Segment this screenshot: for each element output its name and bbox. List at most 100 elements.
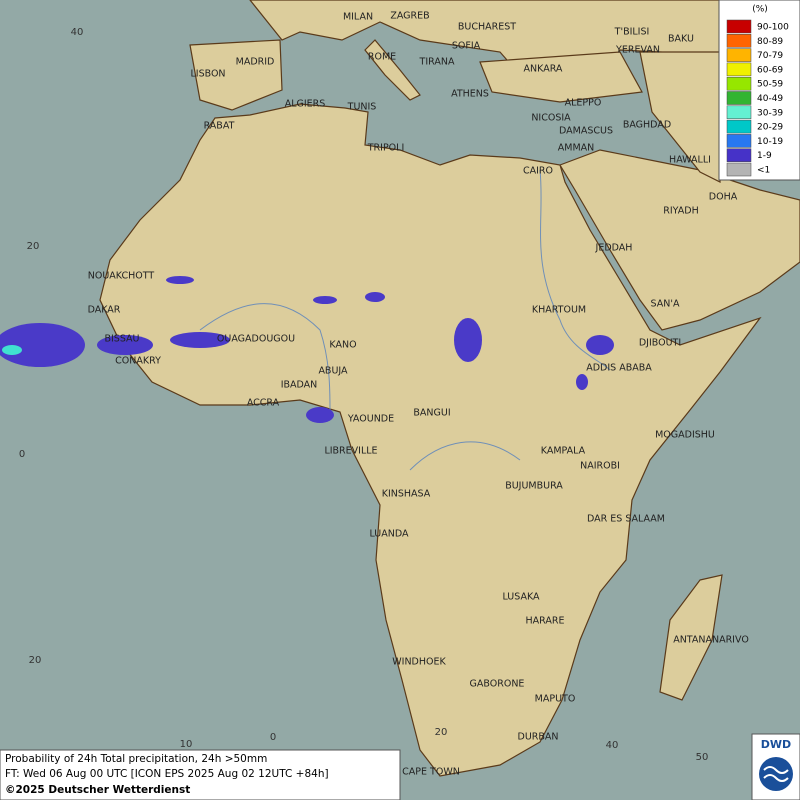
legend-label: 60-69	[757, 65, 783, 75]
city-label: ROME	[368, 52, 396, 63]
city-label: MOGADISHU	[655, 430, 715, 441]
city-label: HAWALLI	[669, 155, 711, 166]
city-label: BUCHAREST	[458, 22, 516, 33]
city-label: LISBON	[190, 69, 225, 80]
city-label: OUAGADOUGOU	[217, 334, 295, 345]
city-label: KANO	[329, 340, 356, 351]
city-label: ATHENS	[451, 89, 489, 100]
city-label: RIYADH	[663, 206, 698, 217]
city-label: MILAN	[343, 12, 373, 23]
legend-swatch	[726, 119, 752, 134]
city-label: SOFIA	[452, 41, 481, 52]
footer-title: Probability of 24h Total precipitation, …	[5, 753, 267, 765]
city-label: KHARTOUM	[532, 305, 586, 316]
legend-swatch	[726, 48, 752, 62]
grid-label: 0	[19, 449, 25, 460]
city-label: DAMASCUS	[559, 126, 613, 137]
city-label: ALEPPO	[565, 98, 602, 109]
city-label: YAOUNDE	[347, 414, 394, 425]
grid-label: 20	[435, 727, 448, 738]
city-label: NOUAKCHOTT	[88, 271, 155, 282]
grid-labels: 40 20 0 20 10 0 20 40 50	[19, 27, 709, 763]
city-label: T'BILISI	[614, 27, 650, 38]
city-label: CAIRO	[523, 166, 553, 177]
grid-label: 0	[270, 732, 276, 743]
city-label: HARARE	[526, 616, 565, 627]
city-label: YEREVAN	[615, 45, 660, 56]
city-label: KAMPALA	[541, 446, 586, 457]
footer-forecast: FT: Wed 06 Aug 00 UTC [ICON EPS 2025 Aug…	[5, 768, 329, 780]
city-label: DAR ES SALAAM	[587, 514, 665, 525]
city-label: DOHA	[709, 192, 738, 203]
legend-title: (%)	[752, 5, 768, 15]
legend-swatch	[726, 91, 752, 105]
city-label: GABORONE	[470, 679, 525, 690]
city-label: BAKU	[668, 34, 694, 45]
legend-label: <1	[757, 166, 770, 176]
legend-label: 20-29	[757, 123, 783, 133]
legend-swatch	[726, 76, 752, 91]
legend-swatch	[726, 162, 752, 177]
city-label: LIBREVILLE	[324, 446, 377, 457]
city-label: TUNIS	[347, 102, 377, 113]
legend-swatch	[726, 105, 752, 120]
legend-label: 50-59	[757, 80, 783, 90]
city-label: CONAKRY	[115, 356, 161, 367]
legend-swatch	[726, 62, 752, 77]
grid-label: 50	[696, 752, 709, 763]
city-label: NAIROBI	[580, 461, 620, 472]
city-label: MAPUTO	[535, 694, 576, 705]
grid-label: 20	[29, 655, 42, 666]
city-label: JEDDAH	[595, 243, 633, 254]
legend-swatch	[726, 34, 752, 48]
city-label: NICOSIA	[531, 113, 571, 124]
city-label: RABAT	[204, 121, 235, 132]
legend-label: 40-49	[757, 94, 783, 104]
grid-label: 20	[27, 241, 40, 252]
city-label: ABUJA	[318, 366, 348, 377]
legend-label: 30-39	[757, 108, 783, 118]
city-label: BISSAU	[104, 334, 139, 345]
city-label: LUSAKA	[502, 592, 540, 603]
legend-label: 10-19	[757, 137, 783, 147]
legend-label: 90-100	[757, 23, 789, 33]
legend-label: 1-9	[757, 151, 772, 161]
city-label: ZAGREB	[390, 11, 429, 22]
footer-box	[0, 749, 401, 800]
grid-label: 40	[71, 27, 84, 38]
city-label: ANTANANARIVO	[673, 635, 749, 646]
logo-text: DWD	[761, 738, 791, 751]
city-label: BAGHDAD	[623, 120, 671, 131]
city-label: KINSHASA	[382, 489, 431, 500]
city-label: WINDHOEK	[392, 657, 446, 668]
city-label: TRIPOLI	[367, 143, 405, 154]
precipitation	[0, 276, 614, 423]
footer: Probability of 24h Total precipitation, …	[0, 749, 401, 800]
logo-circle	[759, 757, 793, 791]
legend-swatch	[726, 148, 752, 162]
city-label: DURBAN	[518, 732, 559, 743]
grid-label: 40	[606, 740, 619, 751]
city-label: DJIBOUTI	[639, 338, 681, 349]
legend: (%) 90-100 80-89 70-79 60-69 50-59 40-49 30-39…	[718, 0, 800, 181]
city-label: SAN'A	[651, 299, 680, 310]
city-label: ADDIS ABABA	[586, 363, 652, 374]
city-label: ANKARA	[524, 64, 563, 75]
legend-swatch	[726, 19, 752, 34]
city-label: LUANDA	[369, 529, 409, 540]
city-label: BANGUI	[413, 408, 450, 419]
city-label: ALGIERS	[285, 99, 326, 110]
city-label: MADRID	[236, 57, 275, 68]
rivers	[199, 169, 611, 471]
city-label: AMMAN	[558, 143, 595, 154]
logo: DWD	[751, 733, 800, 800]
city-label: TIRANA	[419, 57, 455, 68]
legend-label: 80-89	[757, 37, 783, 47]
city-label: IBADAN	[281, 380, 318, 391]
footer-copyright: ©2025 Deutscher Wetterdienst	[5, 784, 190, 796]
grid-label: 10	[180, 739, 193, 750]
city-label: ACCRA	[247, 398, 280, 409]
city-label: DAKAR	[88, 305, 121, 316]
land	[99, 0, 800, 777]
